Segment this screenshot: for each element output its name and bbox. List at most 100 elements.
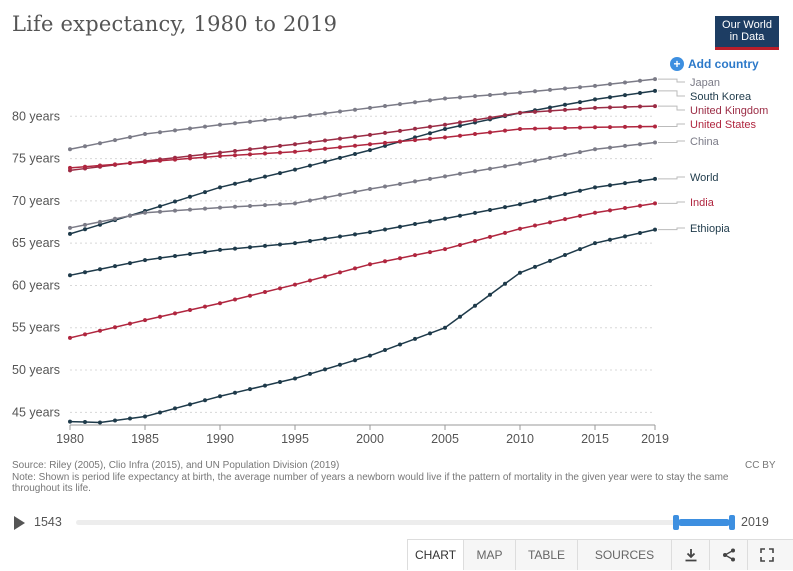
data-point — [623, 104, 627, 109]
tab-map[interactable]: MAP — [463, 539, 515, 570]
data-point — [503, 113, 507, 118]
data-point — [143, 318, 147, 323]
label-connector — [658, 176, 685, 180]
data-point — [503, 91, 507, 96]
data-point — [248, 152, 252, 157]
x-tick-label: 2019 — [641, 432, 669, 446]
series-label: India — [690, 197, 715, 209]
data-point — [578, 106, 582, 111]
data-point — [293, 201, 297, 206]
line-chart: 45 years 50 years 55 years 60 years 65 years… — [12, 77, 768, 446]
data-point — [548, 155, 552, 160]
data-point — [593, 97, 597, 102]
data-point — [128, 416, 132, 421]
y-tick-label: 55 years — [12, 321, 60, 335]
data-point — [563, 125, 567, 130]
data-point — [413, 100, 417, 105]
data-point — [128, 135, 132, 140]
data-point — [248, 178, 252, 183]
data-point — [263, 243, 267, 248]
data-point — [428, 219, 432, 224]
data-point — [173, 311, 177, 316]
data-point — [503, 230, 507, 235]
data-point — [443, 247, 447, 252]
data-point — [113, 162, 117, 167]
data-point — [353, 107, 357, 112]
y-tick-label: 70 years — [12, 194, 60, 208]
data-point — [308, 278, 312, 283]
data-point — [563, 153, 567, 158]
data-point — [458, 123, 462, 128]
data-point — [473, 118, 477, 123]
data-point — [653, 140, 657, 145]
data-point — [383, 259, 387, 264]
data-point — [638, 78, 642, 83]
label-connector — [658, 90, 685, 97]
y-tick-label: 80 years — [12, 109, 60, 123]
data-point — [368, 353, 372, 358]
data-point — [263, 383, 267, 388]
data-point — [98, 219, 102, 224]
data-point — [578, 150, 582, 155]
license-link[interactable]: CC BY — [745, 460, 776, 471]
data-point — [368, 187, 372, 192]
label-connector — [658, 78, 685, 83]
data-point — [68, 231, 72, 236]
data-point — [368, 262, 372, 267]
series-line-india — [69, 202, 656, 339]
series-line-south-korea — [69, 90, 656, 235]
data-point — [608, 105, 612, 110]
data-point — [398, 102, 402, 107]
data-point — [563, 192, 567, 197]
data-point — [323, 138, 327, 143]
data-point — [113, 264, 117, 269]
data-point — [488, 234, 492, 239]
fullscreen-icon — [760, 548, 774, 562]
share-button[interactable] — [709, 539, 747, 570]
data-point — [353, 143, 357, 148]
data-point — [428, 136, 432, 141]
data-point — [458, 213, 462, 218]
plus-icon: + — [670, 57, 684, 71]
x-tick-label: 1980 — [56, 432, 84, 446]
data-point — [338, 136, 342, 141]
data-point — [218, 301, 222, 306]
series-label: United States — [690, 119, 757, 131]
data-point — [113, 138, 117, 143]
data-point — [203, 124, 207, 129]
data-point — [413, 138, 417, 143]
data-point — [428, 124, 432, 129]
owid-logo[interactable]: Our World in Data — [715, 16, 779, 50]
download-button[interactable] — [671, 539, 709, 570]
data-point — [653, 88, 657, 93]
add-country-button[interactable]: + Add country — [670, 57, 759, 71]
data-point — [608, 237, 612, 242]
data-point — [593, 125, 597, 130]
data-point — [593, 83, 597, 88]
series-line-united-kingdom — [69, 105, 656, 172]
data-point — [413, 336, 417, 341]
timeline-selected-range — [678, 519, 730, 526]
data-point — [98, 163, 102, 168]
data-point — [563, 107, 567, 112]
data-point — [173, 128, 177, 133]
tab-chart[interactable]: CHART — [407, 539, 463, 570]
data-point — [128, 161, 132, 166]
data-point — [353, 152, 357, 157]
data-point — [383, 143, 387, 148]
timeline-end-handle[interactable] — [729, 515, 735, 530]
fullscreen-button[interactable] — [747, 539, 793, 570]
tab-sources[interactable]: SOURCES — [577, 539, 671, 570]
data-point — [188, 251, 192, 256]
play-icon[interactable] — [14, 516, 25, 530]
data-point — [263, 118, 267, 123]
data-point — [113, 216, 117, 221]
data-point — [323, 111, 327, 116]
y-tick-label: 50 years — [12, 363, 60, 377]
data-point — [323, 159, 327, 164]
data-point — [548, 220, 552, 225]
timeline-start-handle[interactable] — [673, 515, 679, 530]
tab-table[interactable]: TABLE — [515, 539, 577, 570]
timeline-track[interactable] — [76, 520, 730, 525]
data-point — [83, 332, 87, 337]
